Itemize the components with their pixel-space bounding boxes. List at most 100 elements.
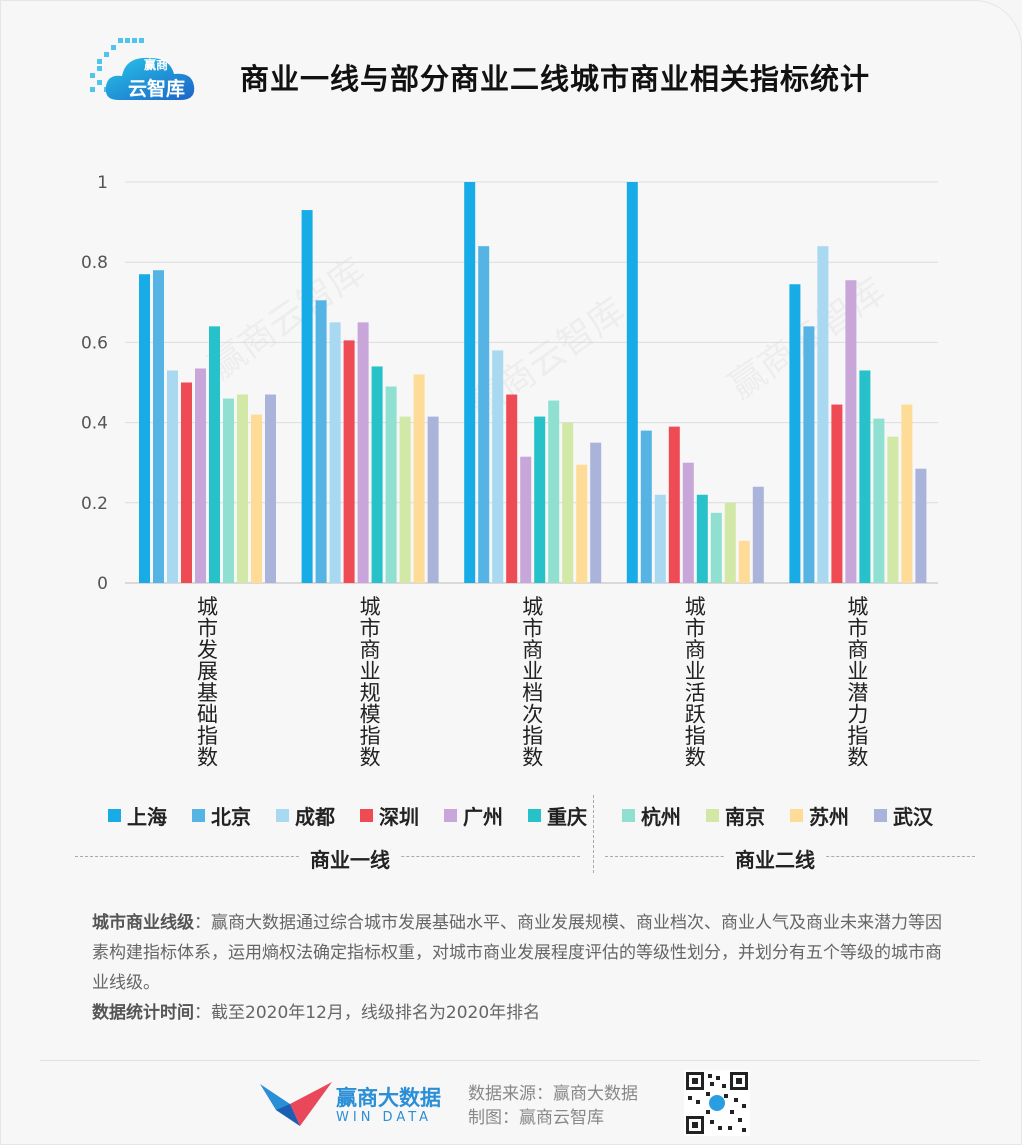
legend-item: 武汉 xyxy=(874,800,933,830)
cloud-logo-icon xyxy=(90,38,195,100)
bar xyxy=(640,430,652,583)
x-category-label: 城市商业活跃指数 xyxy=(685,595,706,770)
tier-definition-label: 城市商业线级 xyxy=(92,913,194,933)
bar xyxy=(399,416,411,583)
bar xyxy=(209,326,220,583)
logo-small-text: 赢商 xyxy=(144,58,169,72)
bar xyxy=(789,284,801,583)
legend-label: 北京 xyxy=(211,804,251,829)
bar xyxy=(464,182,476,583)
bar xyxy=(576,464,588,583)
bar xyxy=(520,456,532,583)
bar xyxy=(223,398,234,583)
qr-code-icon xyxy=(684,1070,750,1136)
bar xyxy=(710,512,722,583)
legend-label: 南京 xyxy=(725,804,765,829)
bar xyxy=(478,246,490,583)
data-source-text: 数据来源：赢商大数据 xyxy=(468,1084,638,1104)
bar xyxy=(413,374,425,583)
bar xyxy=(887,436,899,583)
x-category-label: 城市商业潜力指数 xyxy=(847,595,868,770)
y-tick-label: 0.2 xyxy=(81,494,108,514)
stat-time-label: 数据统计时间 xyxy=(92,1003,194,1023)
bar xyxy=(626,182,638,583)
bar xyxy=(385,386,397,583)
tier1-group-label: 商业一线 xyxy=(300,844,400,873)
y-tick-label: 0 xyxy=(97,574,108,594)
bar xyxy=(738,540,750,583)
legend-label: 上海 xyxy=(127,804,167,829)
bar xyxy=(427,416,439,583)
bar xyxy=(343,340,355,583)
legend-swatch xyxy=(360,808,373,822)
bar xyxy=(181,382,192,583)
legend-label: 重庆 xyxy=(547,804,587,829)
bar xyxy=(845,280,857,583)
bar xyxy=(873,418,885,583)
legend-swatch xyxy=(706,808,719,822)
bar-chart: 赢商云智库赢商云智库赢商云智库00.20.40.60.81城市发展基础指数城市商… xyxy=(81,173,938,770)
bar xyxy=(682,462,694,583)
legend-item: 苏州 xyxy=(790,800,849,830)
legend-swatch xyxy=(192,808,205,822)
legend-label: 苏州 xyxy=(809,804,849,829)
legend-label: 深圳 xyxy=(379,804,419,829)
legend-item: 杭州 xyxy=(622,800,681,830)
legend-swatch xyxy=(444,808,457,822)
legend-swatch xyxy=(108,808,121,822)
brand-logo: 赢商 云智库 xyxy=(88,36,208,108)
bar xyxy=(139,274,150,583)
y-tick-label: 0.6 xyxy=(81,333,108,353)
page-title: 商业一线与部分商业二线城市商业相关指标统计 xyxy=(240,62,871,96)
footer-brand-sub: WIN DATA xyxy=(336,1110,433,1125)
bar xyxy=(548,400,560,583)
bar xyxy=(724,502,736,583)
description: 城市商业线级：赢商大数据通过综合城市发展基础水平、商业发展规模、商业档次、商业人… xyxy=(92,908,942,1028)
bar xyxy=(901,404,913,583)
legend-swatch xyxy=(790,808,803,822)
bar xyxy=(668,426,680,583)
legend-divider xyxy=(593,795,594,873)
logo-main-text: 云智库 xyxy=(128,78,186,100)
legend-item: 南京 xyxy=(706,800,765,830)
x-category-label: 城市发展基础指数 xyxy=(197,595,218,770)
bar xyxy=(195,368,206,583)
legend-swatch xyxy=(874,808,887,822)
stat-time-text: ：截至2020年12月，线级排名为2020年排名 xyxy=(194,1003,541,1023)
bar xyxy=(237,394,248,583)
legend-swatch xyxy=(528,808,541,822)
bar xyxy=(562,422,574,583)
bar xyxy=(534,416,546,583)
bar xyxy=(315,300,327,583)
legend-label: 成都 xyxy=(295,804,335,829)
bar xyxy=(752,486,764,583)
legend-item: 广州 xyxy=(444,800,503,830)
bar xyxy=(817,246,829,583)
bar xyxy=(357,322,369,583)
footer-brand-name: 赢商大数据 xyxy=(336,1086,441,1110)
bar xyxy=(915,468,927,583)
x-category-label: 城市商业档次指数 xyxy=(522,595,543,770)
tier2-group-label: 商业二线 xyxy=(725,844,825,873)
bar xyxy=(167,370,178,583)
footer-source: 数据来源：赢商大数据 制图：赢商云智库 xyxy=(468,1082,638,1130)
footer-divider xyxy=(40,1060,980,1061)
x-category-label: 城市商业规模指数 xyxy=(360,595,381,770)
tier-definition-text: ：赢商大数据通过综合城市发展基础水平、商业发展规模、商业档次、商业人气及商业未来… xyxy=(92,913,942,993)
legend-swatch xyxy=(276,808,289,822)
bar xyxy=(590,442,602,583)
bar xyxy=(506,394,518,583)
stat-time-paragraph: 数据统计时间：截至2020年12月，线级排名为2020年排名 xyxy=(92,998,942,1028)
bar xyxy=(859,370,871,583)
y-tick-label: 0.8 xyxy=(81,253,108,273)
bar xyxy=(251,414,262,583)
legend-swatch xyxy=(622,808,635,822)
bar xyxy=(492,350,504,583)
legend-item: 重庆 xyxy=(528,800,587,830)
bar xyxy=(696,494,708,583)
description-paragraph: 城市商业线级：赢商大数据通过综合城市发展基础水平、商业发展规模、商业档次、商业人… xyxy=(92,908,942,998)
bar xyxy=(831,404,843,583)
bar xyxy=(265,394,276,583)
legend-item: 深圳 xyxy=(360,800,419,830)
chart-maker-text: 制图：赢商云智库 xyxy=(468,1108,604,1128)
